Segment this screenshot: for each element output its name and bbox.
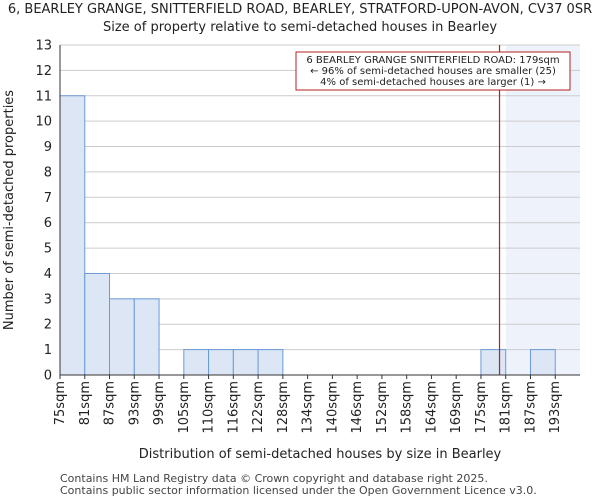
x-tick-label: 158sqm xyxy=(400,381,415,434)
y-axis-label: Number of semi-detached properties xyxy=(2,90,17,330)
x-tick-label: 193sqm xyxy=(548,381,563,434)
bar-110sqm xyxy=(208,349,234,376)
y-tick-label: 13 xyxy=(35,39,52,54)
x-tick-label: 128sqm xyxy=(276,381,291,434)
x-tick-label: 81sqm xyxy=(78,381,93,425)
bar-75sqm xyxy=(59,95,86,376)
y-tick-label: 0 xyxy=(44,369,52,384)
y-tick-label: 3 xyxy=(44,292,52,307)
y-tick-label: 5 xyxy=(44,242,52,257)
y-tick-label: 1 xyxy=(44,343,52,358)
x-tick-label: 105sqm xyxy=(177,381,192,434)
bar-105sqm xyxy=(183,349,210,376)
annotation-box xyxy=(295,51,571,91)
bar-175sqm xyxy=(480,349,507,376)
y-tick-label: 12 xyxy=(35,64,52,79)
x-tick-label: 93sqm xyxy=(127,381,142,425)
bar-81sqm xyxy=(84,272,111,376)
y-tick-label: 11 xyxy=(35,89,52,104)
bar-93sqm xyxy=(133,298,160,376)
x-tick-label: 116sqm xyxy=(226,381,241,434)
bar-122sqm xyxy=(257,349,284,376)
x-tick-label: 110sqm xyxy=(202,381,217,434)
x-tick-label: 169sqm xyxy=(449,381,464,434)
annotation-line-2: ← 96% of semi-detached houses are smalle… xyxy=(310,66,556,77)
footer-licence: Contains public sector information licen… xyxy=(60,484,537,497)
highlight-region xyxy=(505,45,580,375)
x-tick-label: 175sqm xyxy=(474,381,489,434)
annotation-line-1: 6 BEARLEY GRANGE SNITTERFIELD ROAD: 179s… xyxy=(306,55,559,66)
x-tick-label: 146sqm xyxy=(350,381,365,434)
chart-subtitle: Size of property relative to semi-detach… xyxy=(102,20,498,35)
annotation-line-3: 4% of semi-detached houses are larger (1… xyxy=(320,77,546,88)
x-tick-label: 140sqm xyxy=(325,381,340,434)
bar-116sqm xyxy=(232,349,259,376)
x-tick-label: 87sqm xyxy=(103,381,118,425)
x-tick-label: 99sqm xyxy=(152,381,167,425)
x-tick-label: 134sqm xyxy=(301,381,316,434)
y-tick-label: 2 xyxy=(44,318,52,333)
y-tick-label: 9 xyxy=(44,140,52,155)
bar-87sqm xyxy=(109,298,135,376)
y-tick-label: 7 xyxy=(44,191,52,206)
chart-title: 6, BEARLEY GRANGE, SNITTERFIELD ROAD, BE… xyxy=(7,2,593,17)
x-tick-label: 75sqm xyxy=(53,381,68,425)
footer-copyright: Contains HM Land Registry data © Crown c… xyxy=(60,472,488,485)
x-tick-label: 187sqm xyxy=(523,381,538,434)
x-tick-label: 122sqm xyxy=(251,381,266,434)
x-tick-label: 164sqm xyxy=(424,381,439,434)
y-tick-label: 4 xyxy=(44,267,52,282)
y-tick-label: 6 xyxy=(44,216,52,231)
y-tick-label: 10 xyxy=(35,115,52,130)
x-axis-label: Distribution of semi-detached houses by … xyxy=(139,447,502,462)
x-tick-label: 152sqm xyxy=(375,381,390,434)
y-tick-label: 8 xyxy=(44,165,52,180)
x-tick-label: 181sqm xyxy=(499,381,514,434)
bar-187sqm xyxy=(529,349,556,376)
